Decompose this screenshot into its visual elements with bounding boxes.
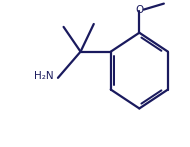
Text: O: O <box>135 5 143 15</box>
Text: H₂N: H₂N <box>34 71 53 81</box>
